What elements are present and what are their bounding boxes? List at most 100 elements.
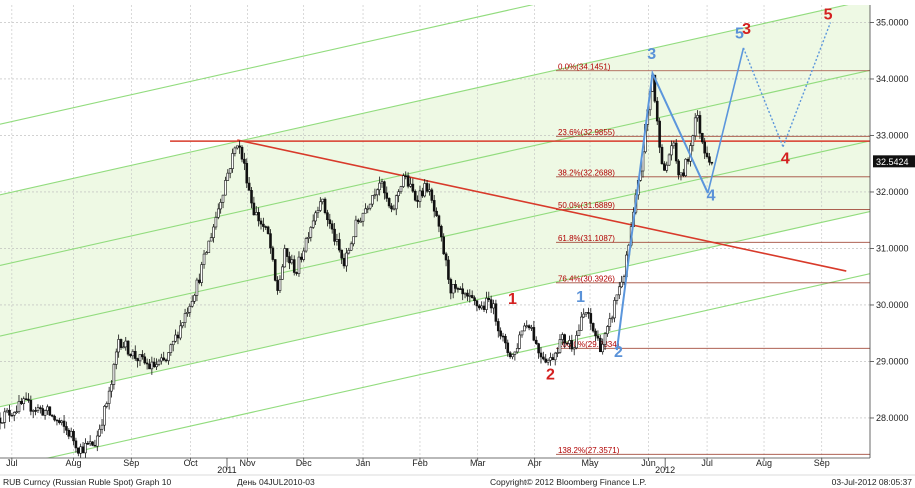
candle-body — [568, 340, 571, 344]
x-month-label: Sep — [814, 458, 830, 468]
candle-body — [10, 414, 14, 417]
candle-body — [506, 342, 510, 354]
candle-body — [131, 351, 135, 357]
candle-body — [423, 183, 427, 197]
red-annotations — [170, 139, 870, 272]
candle-body — [143, 356, 147, 364]
candle-body — [207, 240, 211, 253]
candle-body — [485, 297, 488, 310]
candle-body — [157, 360, 161, 365]
candle-body — [46, 406, 49, 411]
wave-label: 4 — [781, 151, 790, 168]
candle-body — [598, 337, 602, 353]
candle-body — [126, 340, 130, 355]
axes: 28.0000 29.0000 30.0000 31.0000 32.0000 33.00… — [0, 5, 915, 475]
candle-body — [674, 142, 678, 162]
candle-body — [587, 312, 590, 314]
wave-path-solid — [615, 69, 709, 351]
x-month-label: Aug — [756, 458, 772, 468]
candle-body — [475, 300, 479, 307]
candle-body — [247, 182, 251, 191]
candle-body — [190, 300, 194, 307]
x-month-label: Jul — [701, 458, 713, 468]
candle-body — [302, 250, 306, 260]
candle-body — [8, 409, 11, 416]
candle-body — [212, 226, 215, 238]
candle-body — [677, 160, 680, 176]
candle-body — [494, 303, 498, 322]
candle-body — [672, 142, 676, 147]
candle-body — [703, 141, 707, 154]
channel-line-3 — [0, 140, 870, 337]
candle-body — [235, 145, 239, 149]
candle-body — [174, 334, 177, 342]
candle-body — [653, 74, 657, 102]
candle-body — [171, 340, 175, 346]
candle-body — [69, 431, 73, 437]
candle-body — [456, 288, 460, 290]
fib-level-label: 0.0%(34.1451) — [558, 62, 611, 71]
candle-body — [347, 249, 351, 254]
candle-body — [546, 359, 550, 363]
candle-body — [537, 343, 540, 354]
grid-lines — [0, 5, 870, 458]
candle-body — [518, 334, 521, 349]
candle-body — [368, 203, 372, 209]
candle-body — [515, 348, 519, 353]
candle-body — [337, 239, 341, 251]
candlesticks — [0, 72, 714, 458]
current-price-label: 32.5424 — [876, 157, 909, 167]
candle-body — [411, 183, 415, 192]
candle-body — [693, 117, 697, 137]
x-month-label: Feb — [412, 458, 428, 468]
candle-body — [17, 401, 21, 413]
candle-body — [112, 364, 116, 385]
candle-body — [354, 219, 358, 238]
candle-body — [482, 305, 486, 310]
candle-body — [330, 223, 334, 230]
candle-body — [155, 364, 158, 368]
candle-body — [392, 208, 396, 211]
candle-body — [523, 325, 526, 332]
candle-body — [397, 191, 400, 197]
candle-body — [572, 347, 576, 350]
candle-body — [399, 186, 403, 193]
candle-body — [551, 357, 555, 361]
wave-label: 1 — [576, 289, 585, 306]
candle-body — [164, 359, 168, 362]
candle-body — [98, 428, 101, 437]
candle-body — [238, 145, 241, 148]
candle-body — [22, 398, 26, 404]
candle-body — [553, 352, 557, 361]
candle-body — [221, 194, 225, 203]
candle-body — [705, 152, 709, 158]
candle-body — [539, 352, 543, 358]
candle-body — [492, 303, 495, 309]
wave-label: 3 — [742, 21, 751, 38]
candle-body — [435, 210, 438, 217]
candle-body — [561, 334, 564, 340]
candle-body — [231, 153, 234, 169]
candle-body — [496, 321, 500, 332]
candle-body — [328, 219, 332, 225]
wave-path-projection — [742, 47, 784, 148]
candle-body — [150, 361, 154, 370]
candle-body — [24, 398, 28, 401]
candle-body — [228, 168, 232, 174]
candle-body — [606, 326, 609, 335]
candle-body — [670, 145, 673, 156]
candle-body — [430, 189, 434, 201]
candle-body — [698, 115, 702, 134]
x-month-label: Dec — [296, 458, 313, 468]
candle-body — [425, 183, 429, 192]
candle-body — [359, 220, 362, 223]
candle-body — [404, 175, 408, 178]
candle-body — [373, 194, 377, 197]
candle-body — [480, 305, 483, 309]
candle-body — [409, 183, 412, 187]
candle-body — [264, 226, 268, 228]
candle-body — [617, 286, 621, 296]
candle-body — [418, 190, 422, 202]
wave-label: 2 — [614, 344, 623, 361]
candle-body — [323, 198, 327, 214]
